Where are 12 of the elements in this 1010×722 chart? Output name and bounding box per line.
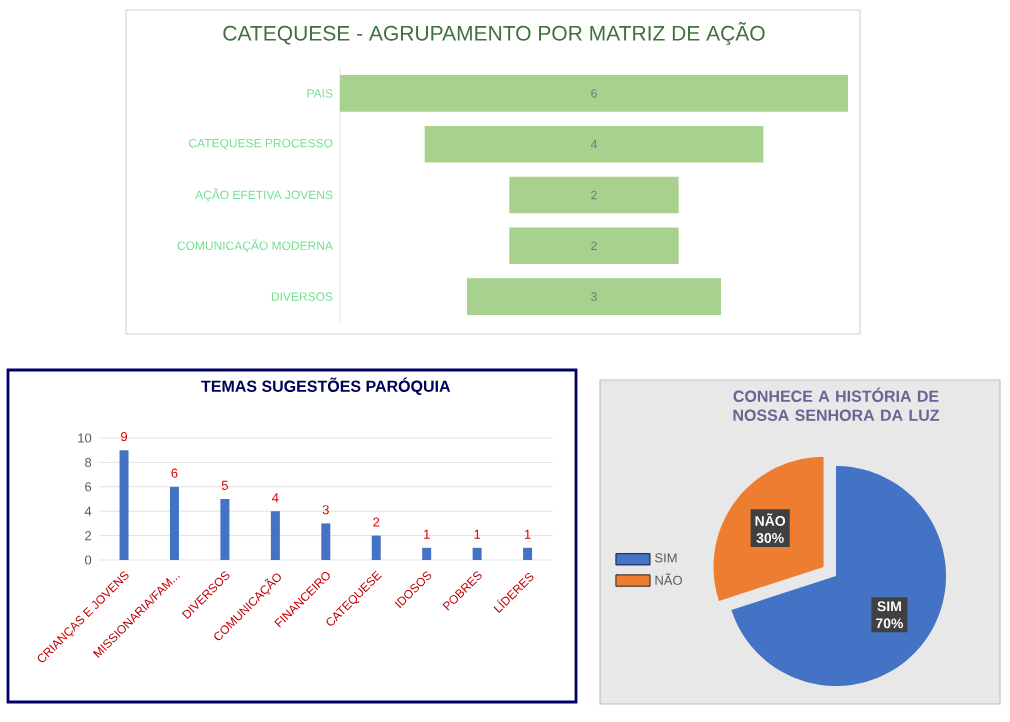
bar <box>220 499 230 560</box>
bar <box>321 523 331 560</box>
bar <box>270 511 280 560</box>
chart-title: TEMAS SUGESTÕES PARÓQUIA <box>201 377 451 395</box>
bar <box>169 486 179 560</box>
bar <box>119 450 129 560</box>
bar <box>422 547 432 560</box>
bar <box>371 535 381 560</box>
bar <box>472 547 482 560</box>
text: CATEQUESE - AGRUPAMENTO POR MATRIZ DE AÇÃO <box>223 22 765 45</box>
chart-title: CONHECE A HISTÓRIA DE NOSSA SENHORA DA LUZ <box>733 387 940 421</box>
bar <box>523 547 533 560</box>
